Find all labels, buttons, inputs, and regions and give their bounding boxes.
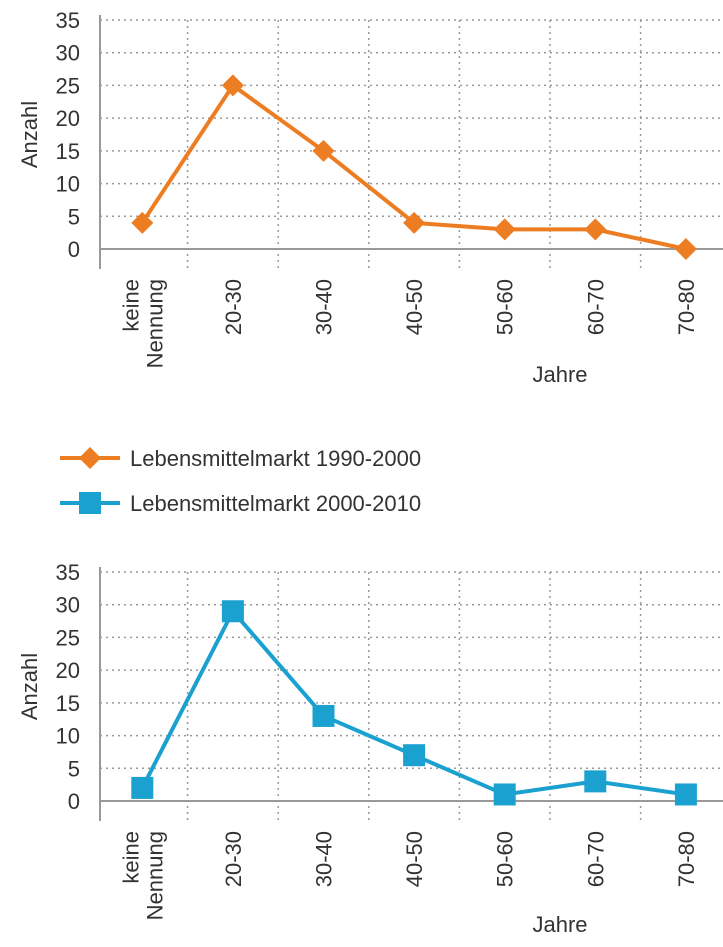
y-axis-label: Anzahl — [17, 653, 42, 720]
x-tick-label: keineNennung — [118, 279, 167, 368]
y-tick-label: 0 — [68, 237, 80, 262]
y-tick-label: 15 — [56, 691, 80, 716]
y-tick-label: 15 — [56, 139, 80, 164]
y-tick-label: 20 — [56, 106, 80, 131]
marker — [221, 600, 244, 623]
legend-marker — [79, 447, 101, 469]
x-tick-label: 40-50 — [402, 279, 427, 335]
marker — [674, 238, 697, 260]
y-tick-label: 20 — [56, 658, 80, 683]
legend-marker — [79, 492, 101, 514]
x-tick-label: 50-60 — [493, 831, 518, 887]
x-tick-label: keineNennung — [118, 831, 167, 920]
y-tick-label: 5 — [68, 756, 80, 781]
marker — [131, 776, 154, 799]
marker — [131, 211, 154, 234]
marker — [493, 783, 516, 806]
x-tick-label: 20-30 — [221, 279, 246, 335]
x-tick-label: 50-60 — [493, 279, 518, 335]
x-axis-label: Jahre — [532, 912, 587, 937]
x-tick-label: 60-70 — [583, 831, 608, 887]
y-tick-label: 30 — [56, 593, 80, 618]
marker — [403, 211, 426, 234]
x-tick-label: 40-50 — [402, 831, 427, 887]
marker — [584, 770, 607, 793]
x-tick-label: 30-40 — [312, 831, 337, 887]
legend-label: Lebensmittelmarkt 2000-2010 — [130, 491, 421, 516]
marker — [221, 74, 244, 97]
marker — [584, 218, 607, 241]
marker — [493, 218, 516, 241]
x-tick-label: 20-30 — [221, 831, 246, 887]
marker — [674, 783, 697, 806]
x-tick-label: 70-80 — [674, 831, 699, 887]
y-tick-label: 5 — [68, 204, 80, 229]
x-axis-label: Jahre — [532, 362, 587, 387]
marker — [312, 704, 335, 727]
y-tick-label: 0 — [68, 789, 80, 814]
y-tick-label: 30 — [56, 41, 80, 66]
y-tick-label: 10 — [56, 724, 80, 749]
legend-label: Lebensmittelmarkt 1990-2000 — [130, 446, 421, 471]
y-tick-label: 35 — [56, 8, 80, 33]
y-tick-label: 35 — [56, 560, 80, 585]
y-tick-label: 10 — [56, 172, 80, 197]
x-tick-label: 60-70 — [583, 279, 608, 335]
marker — [312, 139, 335, 162]
y-tick-label: 25 — [56, 625, 80, 650]
x-tick-label: 30-40 — [312, 279, 337, 335]
y-axis-label: Anzahl — [17, 101, 42, 168]
marker — [403, 744, 426, 767]
y-tick-label: 25 — [56, 73, 80, 98]
x-tick-label: 70-80 — [674, 279, 699, 335]
